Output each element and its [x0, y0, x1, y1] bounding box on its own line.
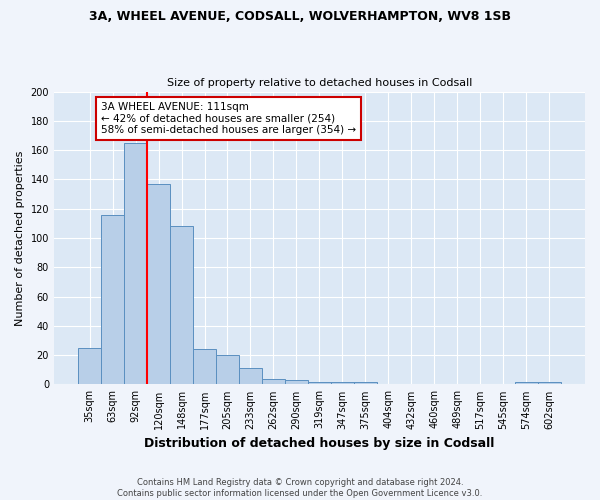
- Bar: [262, 378, 285, 384]
- Bar: [515, 382, 538, 384]
- Bar: [331, 382, 354, 384]
- Bar: [308, 382, 331, 384]
- Bar: [124, 143, 147, 384]
- Bar: [538, 382, 561, 384]
- Bar: [101, 214, 124, 384]
- X-axis label: Distribution of detached houses by size in Codsall: Distribution of detached houses by size …: [144, 437, 494, 450]
- Bar: [170, 226, 193, 384]
- Bar: [216, 355, 239, 384]
- Title: Size of property relative to detached houses in Codsall: Size of property relative to detached ho…: [167, 78, 472, 88]
- Text: Contains HM Land Registry data © Crown copyright and database right 2024.
Contai: Contains HM Land Registry data © Crown c…: [118, 478, 482, 498]
- Text: 3A WHEEL AVENUE: 111sqm
← 42% of detached houses are smaller (254)
58% of semi-d: 3A WHEEL AVENUE: 111sqm ← 42% of detache…: [101, 102, 356, 135]
- Text: 3A, WHEEL AVENUE, CODSALL, WOLVERHAMPTON, WV8 1SB: 3A, WHEEL AVENUE, CODSALL, WOLVERHAMPTON…: [89, 10, 511, 23]
- Bar: [78, 348, 101, 385]
- Bar: [239, 368, 262, 384]
- Bar: [354, 382, 377, 384]
- Bar: [193, 350, 216, 384]
- Bar: [285, 380, 308, 384]
- Y-axis label: Number of detached properties: Number of detached properties: [15, 150, 25, 326]
- Bar: [147, 184, 170, 384]
